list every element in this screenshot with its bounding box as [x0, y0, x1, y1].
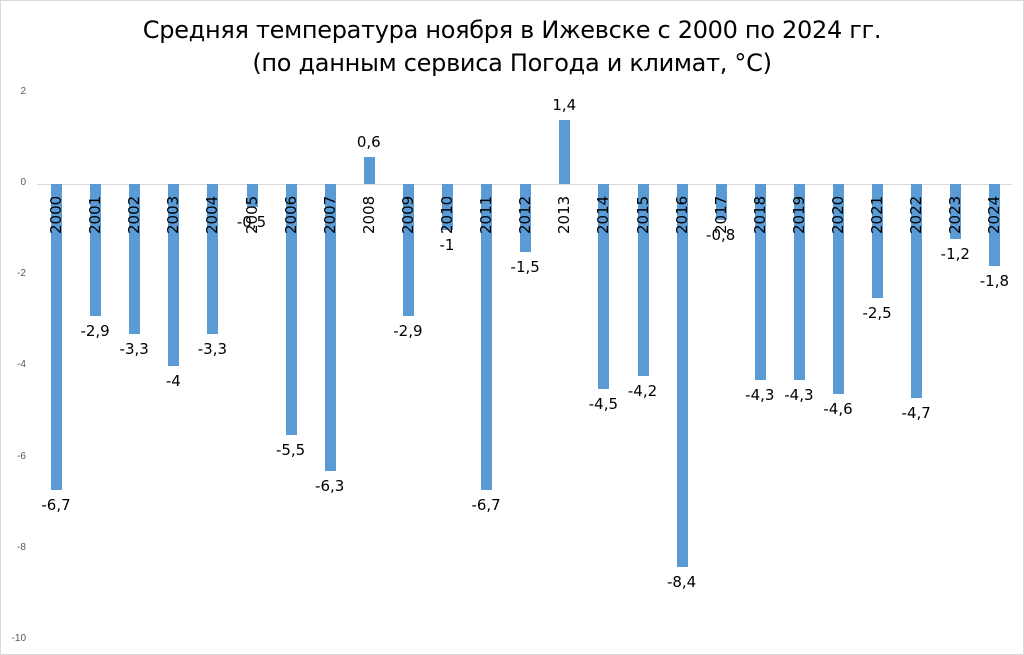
- value-label: -2,9: [393, 322, 423, 341]
- bar-2014: [598, 184, 610, 390]
- bar-2015: [637, 184, 649, 376]
- bar-2007: [324, 184, 336, 472]
- value-label: -4,7: [901, 404, 931, 423]
- category-label: 2016: [672, 195, 691, 234]
- bar-2006: [285, 184, 297, 435]
- value-label: -6,3: [315, 477, 345, 496]
- bar-2010: [442, 184, 453, 230]
- bar-2008: [363, 156, 375, 184]
- value-label: -4,3: [784, 386, 814, 405]
- bar-2000: [51, 184, 62, 490]
- category-label: 2012: [516, 195, 535, 234]
- bar-2018: [754, 184, 766, 381]
- y-tick-label: -4: [17, 359, 26, 371]
- bar-2009: [402, 184, 414, 317]
- y-tick-label: 0: [20, 177, 26, 188]
- bar-2021: [872, 184, 884, 298]
- category-label: 2023: [946, 195, 965, 234]
- category-label: 2015: [633, 195, 652, 234]
- bar-2013: [559, 120, 571, 184]
- category-label: 2010: [438, 195, 456, 234]
- bar-2022: [911, 184, 923, 399]
- category-label: 2021: [868, 195, 887, 234]
- value-label: -6,7: [471, 495, 501, 514]
- category-label: 2014: [594, 195, 613, 234]
- category-label: 2020: [829, 195, 847, 234]
- value-label: -3,3: [119, 340, 149, 359]
- y-tick-label: -10: [11, 633, 26, 644]
- title-line-1: Средняя температура ноября в Ижевске с 2…: [142, 16, 882, 44]
- bar-2001: [90, 184, 102, 317]
- value-label: -0,5: [236, 212, 267, 231]
- chart-title: Средняя температура ноября в Ижевске с 2…: [0, 14, 1024, 80]
- bar-2017: [715, 184, 727, 221]
- value-label: -0,8: [706, 226, 736, 245]
- category-label: 2007: [320, 195, 339, 234]
- value-label: -5,5: [275, 440, 306, 459]
- value-label: -4,5: [588, 395, 619, 414]
- value-label: -6,7: [41, 495, 71, 514]
- bar-2003: [168, 184, 180, 367]
- y-tick-label: 2: [20, 85, 26, 97]
- y-tick-label: -2: [17, 268, 26, 280]
- category-label: 2013: [555, 195, 574, 234]
- bar-2011: [481, 184, 493, 490]
- value-label: -3,3: [197, 340, 228, 359]
- bar-2012: [520, 184, 532, 253]
- value-label: -2,9: [80, 322, 110, 341]
- bar-2002: [129, 184, 141, 335]
- bar-2016: [676, 184, 688, 568]
- category-label: 2001: [86, 195, 105, 234]
- category-label: 2004: [203, 195, 222, 234]
- bar-2005: [246, 184, 258, 207]
- value-label: -2,5: [862, 304, 892, 322]
- value-label: -1: [439, 235, 455, 254]
- category-label: 2002: [125, 195, 144, 234]
- bar-2023: [950, 184, 962, 239]
- value-label: -1,2: [940, 244, 970, 263]
- value-label: -8,4: [666, 573, 697, 592]
- bar-2019: [793, 184, 805, 381]
- title-line-2: (по данным сервиса Погода и климат, °C): [252, 49, 772, 77]
- value-label: -4,2: [627, 381, 658, 400]
- bar-2004: [207, 184, 219, 335]
- category-label: 2024: [985, 195, 1004, 234]
- value-label: -4,6: [823, 399, 853, 418]
- value-label: -1,5: [510, 258, 540, 277]
- value-label: 0,6: [356, 132, 381, 151]
- value-label: -4,3: [745, 386, 775, 405]
- value-label: -4: [165, 372, 181, 391]
- bar-2024: [989, 184, 1001, 267]
- category-label: 2022: [907, 195, 926, 234]
- value-label: 1,4: [552, 96, 577, 115]
- y-tick-label: -6: [17, 450, 26, 462]
- category-label: 2003: [164, 195, 183, 234]
- category-label: 2018: [750, 195, 769, 234]
- category-label: 2009: [398, 195, 417, 234]
- bar-2020: [833, 184, 844, 394]
- category-label: 2008: [359, 195, 378, 234]
- value-label: -1,8: [979, 272, 1010, 291]
- category-label: 2019: [789, 195, 808, 234]
- category-label: 2011: [477, 195, 496, 234]
- category-label: 2000: [47, 195, 65, 234]
- category-label: 2006: [281, 195, 300, 234]
- y-tick-label: -8: [17, 541, 26, 553]
